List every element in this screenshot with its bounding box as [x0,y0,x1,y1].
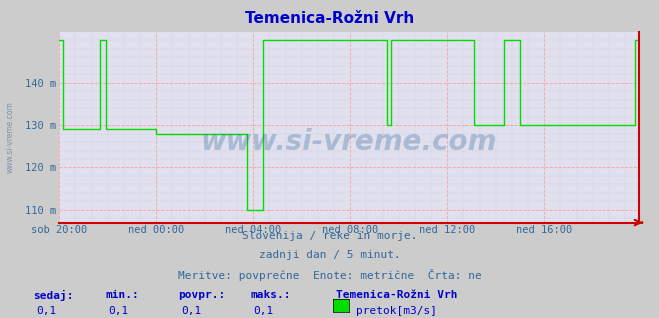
Text: maks.:: maks.: [250,290,291,300]
Text: povpr.:: povpr.: [178,290,225,300]
Text: Temenica-Rožni Vrh: Temenica-Rožni Vrh [336,290,457,300]
Text: 0,1: 0,1 [181,306,202,316]
Text: 0,1: 0,1 [109,306,129,316]
Text: zadnji dan / 5 minut.: zadnji dan / 5 minut. [258,250,401,259]
Text: sedaj:: sedaj: [33,290,73,301]
Text: Temenica-Rožni Vrh: Temenica-Rožni Vrh [245,11,414,26]
Text: pretok[m3/s]: pretok[m3/s] [356,306,437,316]
Text: 0,1: 0,1 [254,306,274,316]
Text: www.si-vreme.com: www.si-vreme.com [201,128,498,156]
Text: Slovenija / reke in morje.: Slovenija / reke in morje. [242,231,417,240]
Text: Meritve: povprečne  Enote: metrične  Črta: ne: Meritve: povprečne Enote: metrične Črta:… [178,269,481,281]
Text: 0,1: 0,1 [36,306,57,316]
Text: www.si-vreme.com: www.si-vreme.com [5,101,14,173]
Text: min.:: min.: [105,290,139,300]
